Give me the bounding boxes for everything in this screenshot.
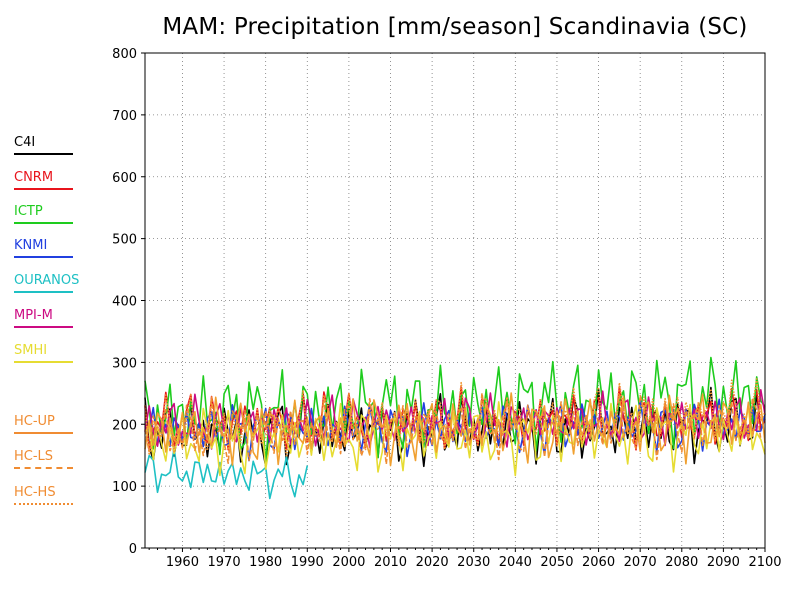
x-tick-label: 1960 xyxy=(166,555,199,570)
y-tick-label: 400 xyxy=(112,295,137,310)
x-tick-label: 2070 xyxy=(624,555,657,570)
legend-label: SMHI xyxy=(14,343,48,358)
series-line-hc-up xyxy=(144,392,766,467)
series-layer xyxy=(144,356,766,500)
legend-item: CNRM xyxy=(14,170,74,196)
x-tick-label: 2020 xyxy=(416,555,449,570)
legend-item: HC-LS xyxy=(14,449,74,475)
y-tick-label: 700 xyxy=(112,109,137,124)
legend-item: OURANOS xyxy=(14,273,79,299)
chart-title: MAM: Precipitation [mm/season] Scandinav… xyxy=(162,14,748,40)
y-tick-label: 300 xyxy=(112,356,137,371)
x-tick-label: 2090 xyxy=(707,555,740,570)
x-tick-label: 2060 xyxy=(582,555,615,570)
x-tick-label: 1980 xyxy=(249,555,282,570)
legend-item: MPI-M xyxy=(14,308,74,334)
y-tick-label: 0 xyxy=(129,542,137,557)
x-tick-label: 1970 xyxy=(208,555,241,570)
legend-label: HC-HS xyxy=(14,485,56,500)
legend-swatch xyxy=(14,432,73,434)
legend-swatch xyxy=(14,361,73,363)
legend-swatch xyxy=(14,153,73,155)
x-tick-label: 2000 xyxy=(332,555,365,570)
y-tick-label: 800 xyxy=(112,47,137,62)
legend-label: KNMI xyxy=(14,238,48,253)
x-tick-label: 2080 xyxy=(665,555,698,570)
legend-label: HC-UP xyxy=(14,414,55,429)
y-tick-label: 200 xyxy=(112,418,137,433)
legend-label: HC-LS xyxy=(14,449,54,464)
legend-item: HC-HS xyxy=(14,485,74,511)
y-tick-label: 100 xyxy=(112,480,137,495)
legend-swatch xyxy=(14,188,73,190)
legend-swatch xyxy=(14,222,73,224)
legend-swatch xyxy=(14,467,73,469)
axis-layer: 1960 1970 1980 1990 2000 2010 2020 2030 2040 2050… xyxy=(112,47,781,570)
y-tick-label: 500 xyxy=(112,233,137,248)
series-line-hc-hs xyxy=(144,378,766,458)
legend-label: CNRM xyxy=(14,170,54,185)
legend-item: C4I xyxy=(14,135,74,161)
legend-label: ICTP xyxy=(14,204,43,219)
legend-label: C4I xyxy=(14,135,36,150)
x-tick-label: 2040 xyxy=(499,555,532,570)
legend-swatch xyxy=(14,503,73,505)
series-line-hc-ls xyxy=(144,392,762,465)
legend-item: SMHI xyxy=(14,343,74,369)
x-tick-label: 2050 xyxy=(540,555,573,570)
legend-item: ICTP xyxy=(14,204,74,230)
grid-layer xyxy=(145,53,765,548)
series-line-ouranos xyxy=(144,447,309,500)
legend-label: MPI-M xyxy=(14,308,53,323)
legend-item: KNMI xyxy=(14,238,74,264)
x-tick-label: 1990 xyxy=(291,555,324,570)
legend-swatch xyxy=(14,291,73,293)
legend-swatch xyxy=(14,326,73,328)
legend-label: OURANOS xyxy=(14,273,80,288)
legend-swatch xyxy=(14,256,73,258)
x-tick-label: 2010 xyxy=(374,555,407,570)
x-tick-label: 2100 xyxy=(748,555,781,570)
x-tick-label: 2030 xyxy=(457,555,490,570)
legend-item: HC-UP xyxy=(14,414,74,440)
y-tick-label: 600 xyxy=(112,171,137,186)
